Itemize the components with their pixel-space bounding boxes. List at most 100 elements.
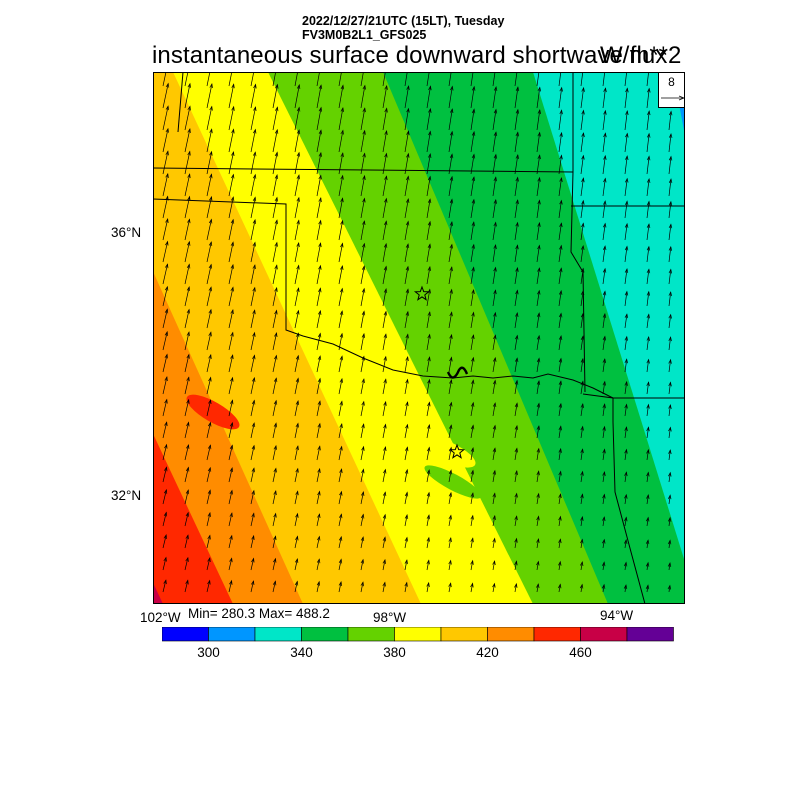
wind-vector (536, 538, 539, 549)
wind-vector-head (448, 424, 453, 430)
wind-vector (558, 426, 562, 439)
wind-vector (426, 447, 430, 461)
wind-vector (624, 381, 628, 395)
wind-vector-head (426, 446, 431, 452)
wind-vector (250, 423, 255, 439)
wind-vector (668, 359, 671, 373)
wind-vector-head (208, 331, 212, 337)
wind-vector (272, 72, 276, 87)
wind-vector (646, 494, 649, 505)
state-boundary (153, 167, 574, 173)
wind-vector-head (230, 196, 235, 202)
wind-vector (646, 404, 649, 417)
wind-vector (624, 472, 627, 483)
wind-vector-head (208, 399, 212, 405)
wind-vector (514, 358, 518, 373)
wind-vector-head (624, 200, 629, 206)
wind-vector (558, 223, 562, 241)
wind-vector (184, 512, 189, 527)
wind-vector-head (339, 468, 343, 474)
wind-vector-head (470, 469, 475, 475)
wind-vector-head (536, 357, 541, 363)
wind-vector (316, 243, 321, 263)
wind-vector-head (537, 289, 541, 295)
wind-vector-head (514, 492, 518, 498)
wind-vector (316, 446, 321, 461)
wind-vector (184, 354, 190, 373)
wind-vector (404, 514, 408, 527)
wind-vector (184, 219, 190, 241)
wind-vector-head (253, 106, 257, 112)
wind-vector (646, 314, 650, 329)
wind-vector (646, 359, 649, 373)
wind-vector-head (603, 109, 607, 115)
wind-vector (492, 380, 496, 395)
wind-vector (228, 400, 233, 417)
wind-vector (272, 355, 277, 373)
wind-vector (624, 359, 628, 373)
wind-vector-head (251, 467, 255, 473)
wind-vector-head (668, 336, 672, 342)
wind-vector-head (558, 515, 562, 521)
wind-vector-head (253, 83, 257, 89)
wind-vector (514, 538, 517, 549)
wind-vector-head (514, 379, 519, 385)
wind-vector-head (186, 331, 190, 337)
wind-vector-head (318, 309, 322, 315)
wind-vector (514, 245, 518, 263)
wind-vector-head (404, 514, 409, 519)
vector-reference-arrow-icon (661, 95, 685, 101)
wind-vector (426, 86, 431, 109)
wind-vector (448, 86, 453, 109)
wind-vector-head (580, 267, 585, 273)
wind-vector-head (602, 516, 606, 522)
wind-vector-head (163, 511, 168, 517)
wind-vector-head (405, 220, 410, 226)
wind-vector-head (646, 290, 651, 296)
wind-vector-head (229, 534, 233, 540)
wind-vector-head (231, 173, 235, 179)
wind-vector (360, 153, 366, 175)
wind-vector (470, 335, 474, 351)
wind-vector-head (426, 581, 430, 587)
wind-vector (470, 402, 474, 417)
wind-vector-head (646, 403, 650, 409)
wind-vector-head (647, 110, 651, 116)
wind-vector-head (537, 86, 542, 92)
wind-vector-head (646, 358, 650, 364)
wind-vector (602, 584, 605, 593)
wind-vector (492, 515, 496, 527)
wind-vector-head (624, 471, 628, 477)
wind-vector (228, 151, 234, 175)
wind-vector (558, 561, 561, 571)
wind-vector-head (208, 353, 212, 359)
wind-vector (668, 450, 671, 461)
wind-vector (382, 311, 387, 329)
wind-vector-head (580, 335, 585, 341)
wind-vector-head (274, 128, 279, 134)
wind-vector-head (427, 423, 431, 429)
wind-vector (514, 403, 518, 417)
wind-vector (646, 201, 650, 219)
wind-vector (448, 244, 453, 263)
wind-vector (382, 176, 387, 197)
wind-vector (580, 336, 584, 351)
wind-vector (360, 356, 365, 373)
wind-vector (316, 378, 321, 395)
wind-vector (162, 354, 168, 373)
wind-vector (514, 335, 518, 351)
wind-vector (184, 444, 189, 461)
wind-vector-head (515, 289, 519, 295)
wind-vector-head (514, 537, 518, 543)
wind-vector (404, 72, 408, 87)
wind-vector-head (163, 579, 167, 585)
wind-vector-head (360, 558, 365, 564)
wind-vector-head (185, 489, 190, 495)
wind-vector-head (668, 381, 672, 387)
wind-vector (294, 446, 299, 461)
wind-vector (162, 173, 169, 197)
wind-vector (162, 264, 168, 285)
colorbar-swatch (487, 627, 535, 642)
wind-vector-head (515, 108, 520, 114)
colorbar-swatch (580, 627, 628, 642)
